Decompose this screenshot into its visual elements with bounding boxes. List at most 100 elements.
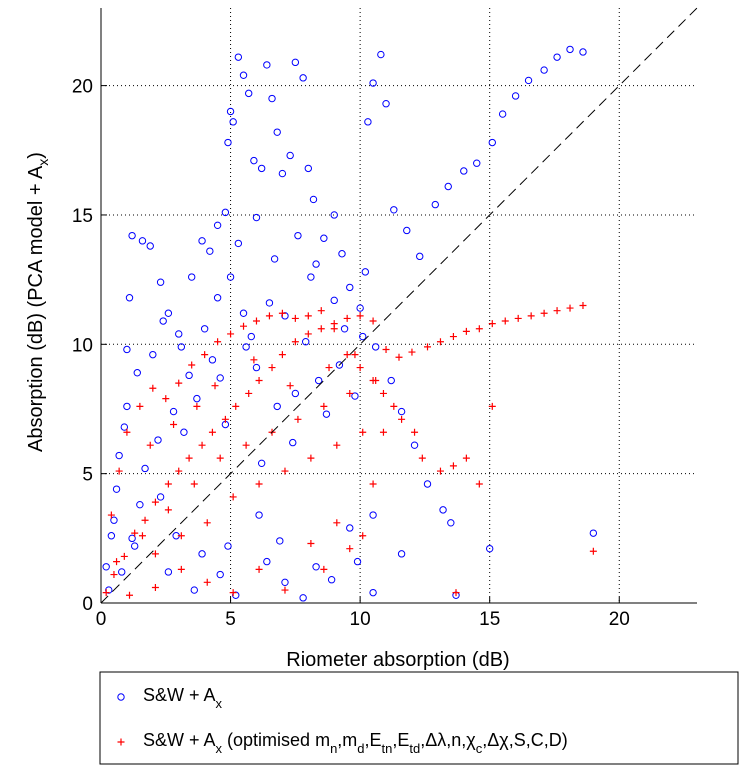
point-s2-99 [216, 454, 224, 462]
point-s2-45 [462, 454, 470, 462]
point-s2-24 [382, 345, 390, 353]
point-s2-36 [540, 309, 548, 317]
point-s2-113 [286, 382, 294, 390]
point-s1-91 [346, 524, 354, 532]
point-s2-105 [320, 402, 328, 410]
point-s2-70 [175, 379, 183, 387]
point-s1-65 [252, 363, 261, 372]
point-s1-124 [361, 268, 370, 276]
point-s1-35 [309, 195, 318, 204]
point-s2-18 [304, 330, 312, 338]
point-s2-109 [170, 421, 178, 428]
point-s2-6 [164, 480, 172, 488]
point-s2-89 [255, 480, 263, 488]
point-s2-40 [398, 415, 406, 423]
point-s2-21 [343, 314, 351, 322]
point-s1-93 [281, 578, 289, 587]
point-s1-58 [566, 45, 574, 54]
point-s2-76 [252, 317, 260, 325]
point-s1-78 [307, 273, 315, 281]
point-s1-114 [133, 369, 141, 377]
point-s2-39 [579, 302, 587, 309]
point-s1-103 [327, 576, 336, 584]
point-s2-34 [514, 314, 522, 322]
point-s2-43 [436, 467, 444, 475]
point-s1-120 [270, 255, 279, 263]
point-s1-25 [250, 156, 258, 165]
point-s2-61 [177, 565, 185, 573]
point-s1-57 [553, 53, 561, 61]
legend-marker-2 [117, 738, 125, 746]
y-axis-label-tail: ) [25, 152, 47, 159]
y-tick-label-0: 0 [82, 594, 93, 615]
y-axis-label-subscript: x [35, 159, 51, 166]
point-s2-68 [149, 384, 157, 392]
point-s1-47 [416, 252, 424, 261]
point-s1-85 [439, 506, 447, 514]
point-s1-5 [120, 423, 129, 431]
x-tick-label-4: 20 [609, 609, 630, 630]
point-s1-90 [369, 511, 377, 519]
point-s2-55 [320, 565, 328, 573]
point-s1-73 [141, 464, 149, 473]
point-s2-46 [475, 480, 483, 488]
point-s1-116 [159, 317, 167, 325]
point-s1-118 [234, 239, 243, 248]
point-s1-11 [156, 278, 165, 286]
tick-labels: 0 5 10 15 20 0 5 10 15 20 [72, 77, 630, 630]
point-s2-44 [449, 462, 457, 470]
x-tick-label-0: 0 [96, 609, 107, 630]
point-s1-43 [377, 50, 385, 59]
point-s1-12 [164, 309, 173, 317]
point-s2-26 [408, 348, 416, 356]
point-s2-112 [250, 356, 258, 364]
point-s1-104 [353, 557, 362, 566]
x-tick-label-3: 15 [479, 609, 500, 630]
y-tick-label-1: 5 [82, 465, 93, 486]
point-s1-64 [273, 402, 281, 411]
legend: S&W + Ax S&W + Ax (optimised mn,md,Etn,Et… [99, 671, 739, 765]
point-s1-83 [410, 441, 419, 449]
point-s1-51 [473, 159, 481, 167]
point-s2-101 [164, 506, 172, 514]
point-s2-108 [146, 441, 154, 449]
point-s1-123 [340, 325, 349, 333]
point-s1-30 [278, 169, 287, 178]
point-s1-106 [224, 542, 232, 550]
point-s2-94 [203, 519, 211, 527]
point-s1-20 [226, 107, 235, 116]
point-s1-62 [314, 376, 323, 385]
point-s1-38 [338, 250, 346, 258]
point-s1-41 [364, 118, 372, 126]
point-s1-63 [291, 389, 300, 398]
point-s2-9 [198, 441, 206, 449]
point-s2-80 [304, 312, 312, 320]
point-s1-21 [229, 118, 237, 126]
point-s1-72 [154, 436, 162, 444]
point-s1-49 [444, 182, 452, 191]
point-s2-17 [291, 338, 299, 346]
point-s1-76 [247, 332, 255, 341]
point-s2-50 [379, 428, 387, 436]
point-s1-29 [273, 128, 281, 136]
point-s2-11 [221, 415, 229, 423]
point-s1-122 [312, 260, 320, 268]
point-s2-91 [307, 454, 315, 462]
point-s2-48 [589, 547, 597, 555]
point-s2-23 [369, 317, 377, 325]
point-s1-107 [198, 550, 206, 558]
point-s1-94 [263, 557, 271, 566]
reference-line [100, 7, 698, 604]
point-s1-99 [369, 588, 377, 597]
point-s1-127 [242, 343, 250, 351]
point-s1-105 [255, 511, 263, 519]
point-s1-42 [369, 79, 377, 87]
point-s2-7 [175, 467, 183, 475]
point-s1-14 [187, 273, 196, 281]
point-s2-35 [527, 312, 535, 320]
point-s2-84 [356, 364, 364, 372]
point-s2-13 [245, 389, 253, 397]
legend-label-2: S&W + Ax (optimised mn,md,Etn,Etd,Δλ,n,χ… [143, 730, 568, 756]
point-s2-110 [193, 402, 201, 410]
point-s1-66 [239, 309, 248, 317]
